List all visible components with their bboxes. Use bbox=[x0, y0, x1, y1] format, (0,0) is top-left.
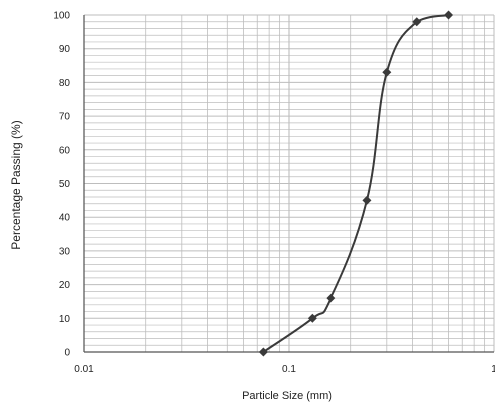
axes bbox=[83, 15, 494, 353]
x-tick-label: 0.01 bbox=[74, 364, 94, 375]
y-tick-label: 20 bbox=[59, 280, 71, 291]
data-point-marker bbox=[307, 313, 317, 323]
data-point-marker bbox=[412, 17, 422, 27]
y-tick-label: 0 bbox=[64, 348, 70, 359]
data-point-marker bbox=[326, 293, 336, 303]
y-tick-label: 100 bbox=[53, 11, 70, 22]
data-point-marker bbox=[258, 347, 268, 357]
grid-lines bbox=[83, 14, 495, 353]
y-tick-label: 80 bbox=[59, 78, 71, 89]
y-tick-label: 70 bbox=[59, 112, 71, 123]
y-axis-label: Percentage Passing (%) bbox=[9, 120, 23, 249]
data-point-marker bbox=[444, 10, 454, 20]
y-tick-label: 30 bbox=[59, 246, 71, 257]
y-tick-label: 40 bbox=[59, 213, 71, 224]
y-tick-label: 60 bbox=[59, 145, 71, 156]
data-point-marker bbox=[382, 67, 392, 77]
data-point-marker bbox=[362, 195, 372, 205]
data-markers bbox=[258, 10, 454, 357]
x-axis-label: Particle Size (mm) bbox=[242, 390, 332, 402]
tick-labels: 0 10 20 30 40 50 60 70 80 90 100 0.01 0.1 1 bbox=[53, 11, 495, 376]
y-tick-label: 10 bbox=[59, 314, 71, 325]
y-tick-label: 90 bbox=[59, 44, 71, 55]
x-tick-label: 1 bbox=[491, 364, 495, 375]
x-tick-label: 0.1 bbox=[282, 364, 296, 375]
y-tick-label: 50 bbox=[59, 179, 71, 190]
